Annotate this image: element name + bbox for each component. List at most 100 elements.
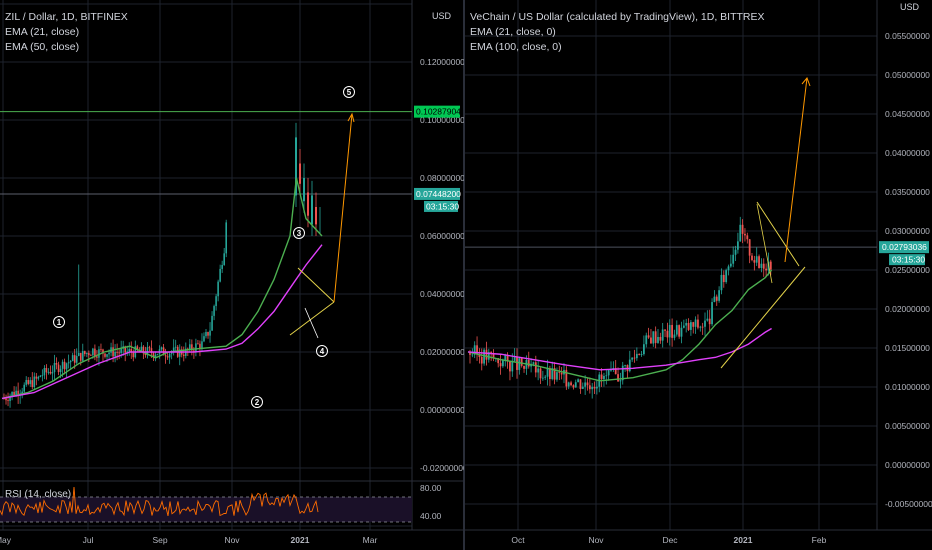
candle-body (156, 353, 159, 355)
candle-body (704, 320, 706, 327)
candle-body (713, 296, 716, 303)
y-tick-label: 0.03000000 (885, 226, 930, 236)
countdown-label: 03:15:30 (426, 201, 459, 211)
candle-body (577, 379, 579, 383)
candle-body (744, 233, 746, 236)
candle-body (574, 382, 577, 388)
candle-body (720, 274, 723, 291)
vechain-chart-pane[interactable]: VeChain / US Dollar (calculated by Tradi… (465, 0, 932, 550)
rsi-legend: RSI (14, close) (5, 489, 71, 500)
zil-chart-pane[interactable]: ZIL / Dollar, 1D, BITFINEX EMA (21, clos… (0, 0, 464, 550)
zil-currency-label[interactable]: USD (432, 11, 452, 21)
zil-ema50-legend[interactable]: EMA (50, close) (5, 41, 80, 53)
y-tick-label: 0.04500000 (885, 109, 930, 119)
projection-arrow-head (801, 77, 811, 87)
candle-body (614, 367, 617, 375)
candle-body (621, 365, 624, 381)
vechain-price-chart[interactable]: 0.05500000 0.05000000 0.04500000 0.04000000… (465, 0, 932, 550)
candle-body (506, 355, 509, 362)
candle-body (29, 380, 32, 384)
candle-body (205, 332, 207, 337)
candle-body (221, 264, 223, 269)
candle-body (603, 375, 605, 380)
candle-body (23, 384, 25, 392)
candle-body (118, 352, 120, 354)
candle-body (223, 253, 225, 265)
candle-body (77, 352, 80, 356)
candle-body (211, 315, 213, 331)
projection-arrow-line (333, 113, 353, 303)
projection-arrow-head (347, 112, 355, 123)
candle-body (551, 368, 554, 380)
candle-body (537, 368, 540, 373)
candle-body (11, 391, 13, 396)
candle-body (140, 346, 143, 352)
candle-body (39, 375, 42, 377)
vechain-symbol-title[interactable]: VeChain / US Dollar (calculated by Tradi… (470, 11, 765, 23)
candle-body (303, 178, 305, 202)
zil-ema21-legend[interactable]: EMA (21, close) (5, 26, 80, 38)
candle-body (473, 345, 476, 355)
candle-body (144, 353, 147, 356)
zil-symbol-title[interactable]: ZIL / Dollar, 1D, BITFINEX (5, 11, 128, 23)
vechain-legend: VeChain / US Dollar (calculated by Tradi… (470, 10, 765, 55)
candle-body (751, 255, 753, 261)
candle-body (657, 336, 659, 343)
y-tick-label: 0.00000000 (885, 460, 930, 470)
candle-body (217, 281, 219, 297)
candle-body (79, 352, 82, 361)
candle-body (112, 347, 114, 357)
triangle-lower-line (720, 266, 806, 369)
candle-body (92, 348, 94, 356)
wave-label-circle (251, 396, 263, 408)
candle-body (150, 348, 153, 353)
candle-body (166, 356, 169, 358)
x-tick-label: Sep (152, 535, 167, 545)
candle-body (71, 355, 74, 362)
candle-body (203, 336, 205, 342)
pane-divider[interactable] (463, 0, 465, 550)
candle-body (164, 355, 167, 357)
candle-body (661, 329, 664, 341)
candle-body (729, 263, 732, 267)
countdown-badge (889, 254, 925, 266)
y-tick-label: 0.03500000 (885, 187, 930, 197)
candle-body (128, 349, 131, 352)
candle-body (760, 263, 763, 268)
y-tick-label: 0.04000000 (420, 289, 464, 299)
candle-body (65, 363, 68, 370)
vechain-currency-label[interactable]: USD (900, 2, 920, 12)
candle-body (170, 352, 173, 354)
candle-body (701, 326, 704, 328)
candle-body (55, 363, 58, 365)
candle-body (480, 356, 483, 364)
candle-body (86, 353, 88, 355)
vechain-ema21-legend[interactable]: EMA (21, close, 0) (470, 26, 556, 38)
x-tick-label: Dec (662, 535, 678, 545)
candle-body (579, 379, 582, 389)
candle-body (584, 382, 587, 387)
candle-body (593, 386, 596, 389)
y-tick-label: 0.02000000 (420, 347, 464, 357)
candle-body (88, 353, 90, 356)
candle-body (633, 357, 636, 359)
candle-body (680, 327, 683, 337)
resistance-price-label: 0.10287904 (416, 107, 461, 117)
candle-body (769, 261, 772, 270)
candle-body (471, 354, 474, 356)
candle-body (511, 360, 514, 372)
candle-body (640, 354, 643, 355)
candle-body (478, 354, 481, 357)
candle-body (90, 355, 92, 356)
candle-body (189, 344, 191, 350)
candle-body (534, 362, 537, 373)
candle-body (499, 363, 502, 367)
zil-price-chart[interactable]: 0.12000000 0.10000000 0.08000000 0.06000000… (0, 0, 464, 550)
ema-line (1, 244, 323, 400)
candle-body (47, 371, 50, 373)
vechain-ema100-legend[interactable]: EMA (100, close, 0) (470, 41, 562, 53)
candle-body (650, 337, 652, 344)
candle-body (9, 395, 11, 401)
y-tick-label: 0.06000000 (420, 231, 464, 241)
rsi-tick-label: 40.00 (420, 511, 442, 521)
